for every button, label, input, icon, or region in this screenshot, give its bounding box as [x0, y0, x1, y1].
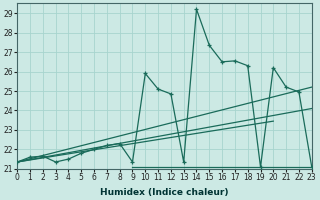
- X-axis label: Humidex (Indice chaleur): Humidex (Indice chaleur): [100, 188, 229, 197]
